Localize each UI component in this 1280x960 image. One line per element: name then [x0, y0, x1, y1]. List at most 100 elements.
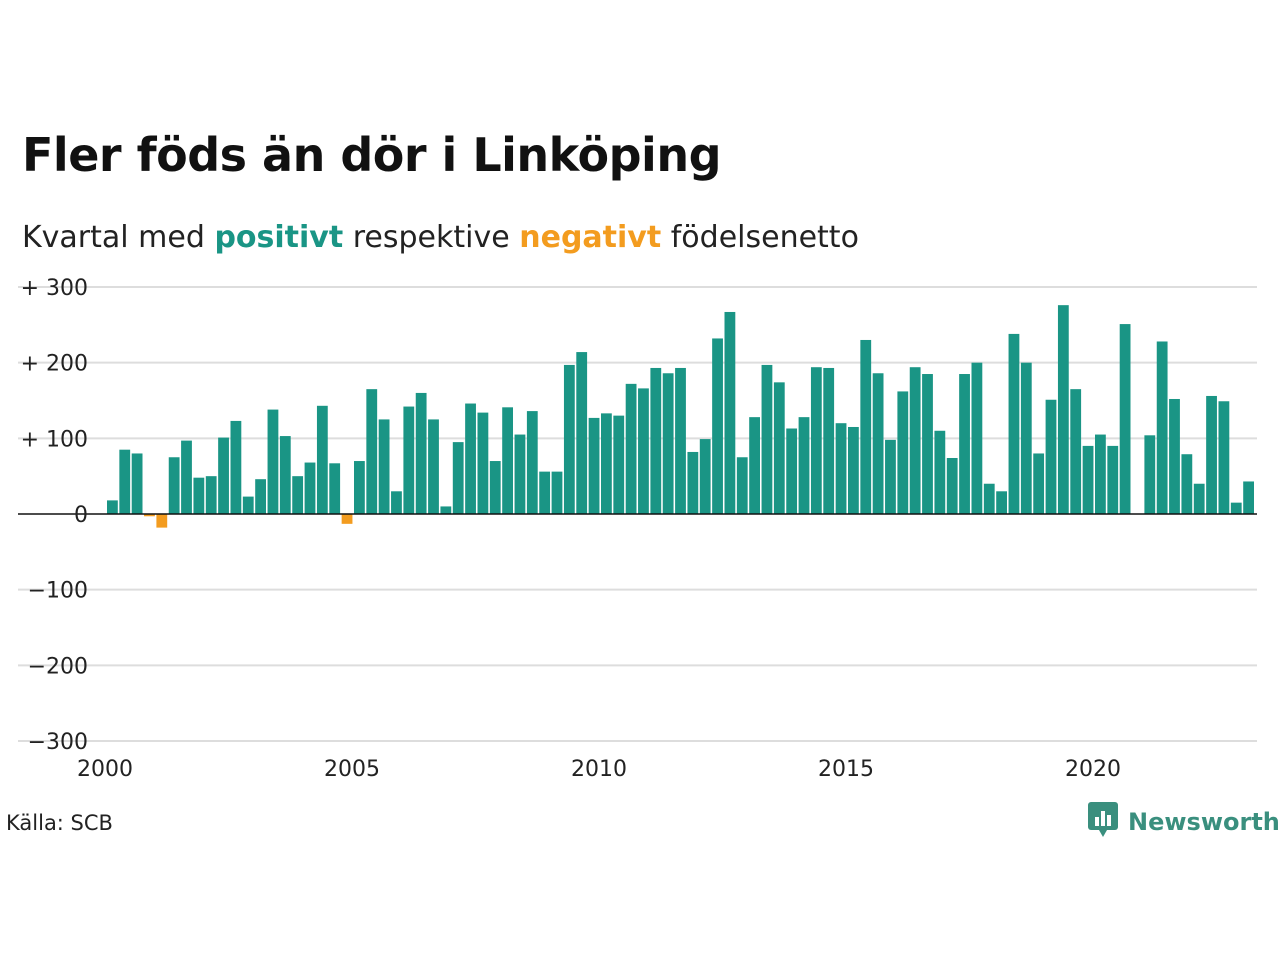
x-tick-label: 2005 — [324, 757, 380, 782]
brand-name: Newsworthy — [1128, 808, 1280, 836]
bar-positive — [551, 471, 563, 514]
bar-positive — [316, 405, 328, 514]
bar-positive — [230, 420, 242, 514]
bar-negative — [156, 514, 168, 528]
bar-positive — [205, 476, 217, 514]
bar-positive — [1107, 445, 1119, 514]
bar-positive — [1169, 398, 1180, 514]
subtitle-suffix: födelsenetto — [670, 220, 859, 255]
bar-positive — [1144, 435, 1156, 514]
y-tick-label: + 300 — [21, 276, 88, 301]
bar-positive — [267, 409, 279, 514]
y-tick-label: + 100 — [21, 427, 88, 452]
bar-positive — [1033, 453, 1045, 514]
bar-positive — [119, 449, 131, 514]
y-tick-label: −200 — [28, 654, 88, 679]
bar-positive — [218, 437, 229, 514]
bar-positive — [1181, 454, 1193, 514]
bar-positive — [712, 338, 723, 514]
bar-positive — [773, 382, 785, 514]
x-axis-ticks: 2000 2005 2010 2015 2020 — [77, 757, 1121, 782]
bar-positive — [786, 428, 798, 514]
bar-positive — [1156, 341, 1168, 514]
bar-positive — [959, 374, 970, 514]
subtitle-negative-word: negativt — [519, 220, 662, 255]
bar-positive — [576, 352, 588, 514]
bar-positive — [1206, 395, 1217, 514]
bar-positive — [131, 453, 143, 514]
bar-positive — [687, 451, 699, 514]
bar-positive — [996, 491, 1007, 514]
bar-positive — [934, 430, 946, 514]
bar-positive — [897, 391, 909, 514]
bar-positive — [428, 419, 439, 514]
newsworthy-logo-icon — [1088, 802, 1118, 842]
bar-positive — [366, 389, 378, 514]
bar-positive — [946, 458, 958, 514]
x-tick-label: 2010 — [571, 757, 627, 782]
bar-positive — [1218, 401, 1230, 514]
bar-positive — [168, 457, 180, 514]
bar-positive — [835, 423, 847, 514]
bar-positive — [1020, 362, 1032, 514]
bar-positive — [1082, 445, 1094, 514]
bar-positive — [810, 367, 822, 514]
y-axis-ticks: + 300 + 200 + 100 0 −100 −200 −300 — [21, 276, 88, 755]
bar-positive — [613, 415, 625, 514]
bar-positive — [107, 500, 118, 514]
bar-positive — [329, 463, 341, 514]
bar-positive — [1095, 434, 1106, 514]
bar-positive — [354, 461, 365, 514]
subtitle-middle: respektive — [352, 220, 510, 255]
bar-positive — [489, 461, 501, 514]
subtitle-positive-word: positivt — [214, 220, 344, 255]
bar-positive — [699, 439, 711, 514]
bar-positive — [885, 439, 896, 514]
x-tick-label: 2015 — [818, 757, 874, 782]
bar-positive — [625, 383, 637, 514]
bar-positive — [304, 462, 316, 514]
bar-positive — [465, 403, 476, 514]
bar-positive — [279, 436, 291, 514]
bar-positive — [378, 419, 390, 514]
bar-positive — [983, 483, 995, 514]
bars — [107, 305, 1254, 528]
x-tick-label: 2000 — [77, 757, 133, 782]
bar-positive — [724, 311, 736, 514]
bar-positive — [181, 440, 192, 514]
chart-title: Fler föds än dör i Linköping — [22, 128, 722, 182]
bar-positive — [798, 417, 810, 514]
bar-positive — [1193, 483, 1205, 514]
bar-positive — [242, 496, 254, 514]
bar-positive — [736, 457, 748, 514]
bar-positive — [1243, 481, 1254, 514]
y-tick-label: + 200 — [21, 352, 88, 377]
brand-logo: Newsworthy — [1088, 802, 1280, 842]
x-tick-label: 2020 — [1065, 757, 1121, 782]
chart-subtitle: Kvartal med positivt respektive negativt… — [22, 220, 859, 255]
bar-positive — [749, 417, 760, 514]
bar-positive — [477, 412, 489, 514]
bar-positive — [1119, 324, 1131, 514]
bar-positive — [1057, 305, 1069, 514]
bar-positive — [588, 417, 600, 514]
bar-positive — [255, 479, 266, 514]
bar-positive — [848, 426, 859, 514]
source-note: Källa: SCB — [6, 811, 113, 835]
bar-positive — [638, 388, 649, 514]
bar-positive — [872, 373, 884, 514]
bar-positive — [675, 367, 686, 514]
bar-positive — [440, 506, 452, 514]
bar-positive — [452, 442, 464, 514]
bar-positive — [563, 364, 575, 514]
bar-positive — [415, 392, 427, 514]
bar-positive — [526, 411, 538, 514]
subtitle-prefix: Kvartal med — [22, 220, 205, 255]
bar-positive — [1070, 389, 1082, 514]
bar-positive — [514, 434, 526, 514]
bar-positive — [391, 491, 402, 514]
bar-positive — [1008, 333, 1020, 514]
bar-positive — [761, 364, 773, 514]
bar-positive — [823, 367, 835, 514]
